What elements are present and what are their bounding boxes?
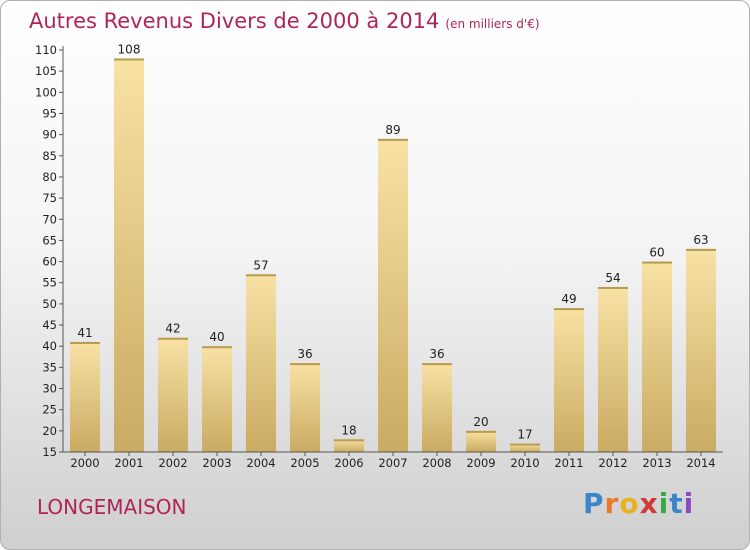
y-tick-label: 85: [42, 149, 57, 163]
y-tick-label: 35: [42, 360, 57, 374]
bar-value-label: 36: [297, 347, 312, 361]
x-tick-label: 2005: [290, 456, 319, 470]
y-tick-label: 30: [42, 382, 57, 396]
logo-letter: i: [658, 487, 670, 520]
y-tick-label: 100: [35, 85, 57, 99]
logo-letter: i: [683, 487, 695, 520]
bar: [554, 308, 584, 452]
x-tick-label: 2011: [554, 456, 583, 470]
x-tick-label: 2010: [510, 456, 539, 470]
x-tick-label: 2008: [422, 456, 451, 470]
bar-value-label: 42: [165, 322, 180, 336]
bar-top-edge: [686, 248, 716, 251]
bar-top-edge: [422, 363, 452, 366]
bar-value-label: 41: [77, 326, 92, 340]
bar-top-edge: [378, 138, 408, 141]
bar: [246, 274, 276, 452]
proxiti-logo[interactable]: Proxiti: [583, 487, 694, 520]
bar-value-label: 108: [118, 42, 141, 56]
x-tick-label: 2012: [598, 456, 627, 470]
logo-letter: P: [583, 487, 605, 520]
y-tick-label: 70: [42, 212, 57, 226]
bar-value-label: 40: [209, 330, 224, 344]
bar: [70, 341, 100, 452]
y-tick-label: 110: [35, 43, 57, 57]
commune-name: LONGEMAISON: [37, 495, 187, 519]
bar-top-edge: [510, 443, 540, 446]
x-tick-label: 2009: [466, 456, 495, 470]
y-tick-label: 95: [42, 106, 57, 120]
y-tick-label: 80: [42, 170, 57, 184]
bar-top-edge: [114, 58, 144, 61]
x-tick-label: 2006: [334, 456, 363, 470]
y-axis: 15 20 25 30 35 40 45 50 55 60 65 70 75 80 85 90 95 100 105…: [35, 43, 64, 459]
y-tick-label: 40: [42, 339, 57, 353]
unit-text: (en milliers d'€): [445, 17, 540, 31]
bar-value-label: 57: [253, 258, 268, 272]
x-axis: 2000 2001 2002 2003 2004 2005 2006 2007 2008 2009…: [63, 451, 723, 470]
logo-letter: t: [669, 487, 684, 520]
chart-title: Autres Revenus Divers de 2000 à 2014 (en …: [29, 9, 540, 33]
y-tick-label: 60: [42, 255, 57, 269]
bar-value-label: 60: [649, 246, 664, 260]
x-tick-label: 2000: [70, 456, 99, 470]
x-tick-label: 2004: [246, 456, 275, 470]
bar-value-label: 17: [517, 428, 532, 442]
bar-top-edge: [246, 274, 276, 277]
bar-value-label: 63: [693, 233, 708, 247]
logo-letter: o: [619, 487, 640, 520]
x-tick-label: 2002: [158, 456, 187, 470]
y-tick-label: 45: [42, 318, 57, 332]
y-tick-label: 15: [42, 445, 57, 459]
bar-top-edge: [466, 430, 496, 433]
bars: 41 108 42 40 57 36 18 89 36 20 17 49 54 60 63: [70, 42, 716, 452]
y-tick-label: 65: [42, 233, 57, 247]
y-tick-label: 90: [42, 128, 57, 142]
bar-value-label: 89: [385, 123, 400, 137]
bar-top-edge: [554, 308, 584, 311]
bar-top-edge: [202, 346, 232, 349]
bar: [686, 248, 716, 452]
bar-top-edge: [158, 337, 188, 340]
bar-top-edge: [70, 341, 100, 344]
x-tick-label: 2013: [642, 456, 671, 470]
title-text: Autres Revenus Divers de 2000 à 2014: [29, 9, 440, 33]
bar-top-edge: [290, 363, 320, 366]
logo-letter: x: [639, 487, 659, 520]
bar: [290, 363, 320, 452]
bar-value-label: 54: [605, 271, 620, 285]
bar: [202, 346, 232, 452]
bar: [598, 286, 628, 452]
bar-top-edge: [598, 286, 628, 289]
bar: [510, 443, 540, 452]
bar-value-label: 18: [341, 423, 356, 437]
x-tick-label: 2007: [378, 456, 407, 470]
y-tick-label: 55: [42, 276, 57, 290]
bar-value-label: 49: [561, 292, 576, 306]
bar-top-edge: [334, 439, 364, 442]
bar: [466, 430, 496, 452]
x-tick-label: 2003: [202, 456, 231, 470]
y-tick-label: 20: [42, 424, 57, 438]
x-tick-label: 2001: [114, 456, 143, 470]
y-tick-label: 50: [42, 297, 57, 311]
bar-value-label: 36: [429, 347, 444, 361]
bar-value-label: 20: [473, 415, 488, 429]
y-tick-label: 105: [35, 64, 57, 78]
x-tick-label: 2014: [686, 456, 715, 470]
bar: [378, 138, 408, 452]
bar: [642, 261, 672, 452]
bar: [422, 363, 452, 452]
y-tick-label: 75: [42, 191, 57, 205]
bar: [334, 439, 364, 452]
y-tick-label: 25: [42, 403, 57, 417]
bar-top-edge: [642, 261, 672, 264]
bar: [114, 58, 144, 452]
bar: [158, 337, 188, 452]
logo-letter: r: [604, 487, 620, 520]
